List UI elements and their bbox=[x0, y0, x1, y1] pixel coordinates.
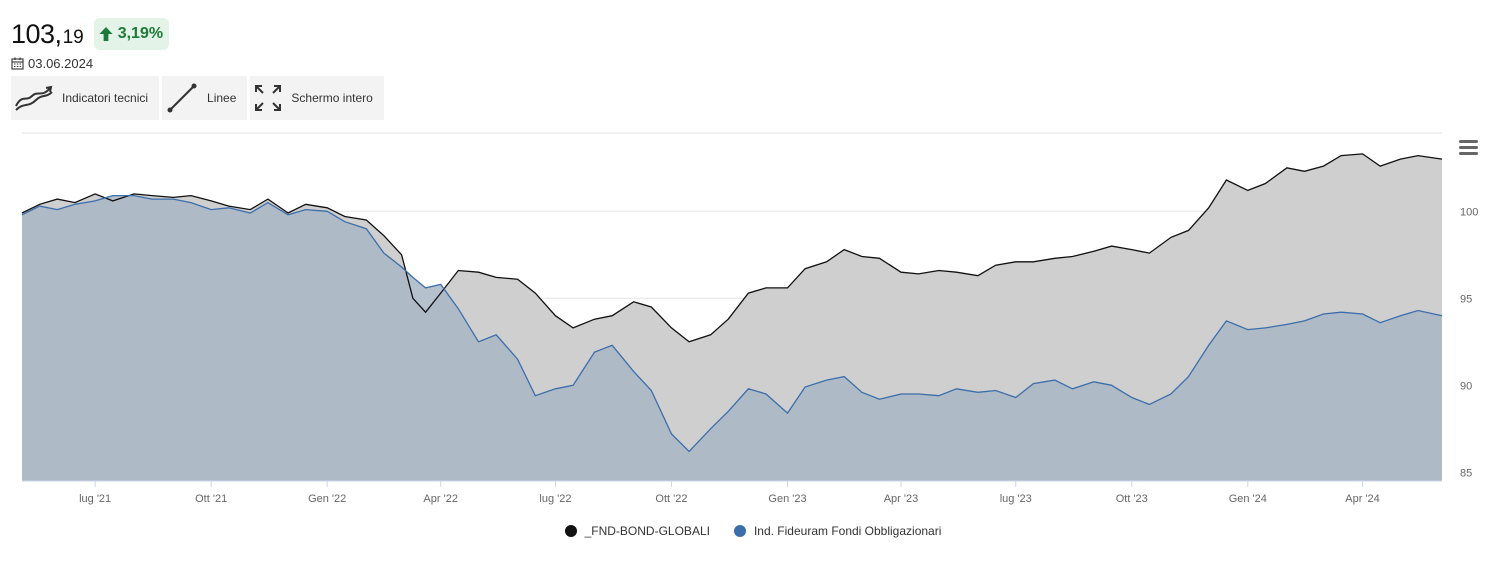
y-axis-ticks: 85 90 95 100 bbox=[1460, 206, 1478, 479]
x-axis-ticks: lug '21 Ott '21 Gen '22 Apr '22 lug '22 Ott '… bbox=[79, 481, 1380, 505]
y-tick-label: 85 bbox=[1460, 467, 1472, 479]
legend-label-series-1: _FND-BOND-GLOBALI bbox=[584, 524, 710, 538]
x-tick-label: lug '22 bbox=[539, 493, 571, 505]
x-tick-label: Apr '23 bbox=[884, 493, 919, 505]
price-header: 103, 19 3,19% 03.06.2024 bbox=[11, 16, 170, 71]
lines-button[interactable]: Linee bbox=[162, 76, 248, 120]
indicators-icon bbox=[15, 85, 53, 111]
x-tick-label: Ott '22 bbox=[655, 493, 687, 505]
fullscreen-label: Schermo intero bbox=[291, 91, 373, 105]
price-row: 103, 19 3,19% bbox=[11, 16, 170, 52]
legend-dot-series-1 bbox=[564, 525, 577, 537]
price-date: 03.06.2024 bbox=[28, 56, 94, 71]
chart-toolbar: Indicatori tecnici Linee Schermo intero bbox=[11, 76, 387, 120]
x-tick-label: Apr '22 bbox=[423, 493, 458, 505]
price-value: 103, bbox=[11, 18, 62, 49]
calendar-icon bbox=[11, 57, 24, 70]
series-2-area bbox=[22, 195, 1442, 481]
series-2-line bbox=[21, 194, 1443, 453]
y-tick-label: 100 bbox=[1460, 206, 1478, 218]
lines-label: Linee bbox=[207, 91, 237, 105]
chart-menu-icon[interactable] bbox=[1456, 136, 1482, 158]
arrow-up-icon bbox=[99, 27, 113, 41]
technical-indicators-button[interactable]: Indicatori tecnici bbox=[11, 76, 160, 120]
legend-item-series-1[interactable]: _FND-BOND-GLOBALI bbox=[564, 524, 710, 538]
fullscreen-icon bbox=[255, 85, 282, 111]
x-tick-label: Gen '24 bbox=[1229, 493, 1267, 505]
series-1-line bbox=[21, 153, 1443, 343]
x-tick-label: Ott '23 bbox=[1116, 493, 1148, 505]
technical-indicators-label: Indicatori tecnici bbox=[62, 91, 149, 105]
fullscreen-button[interactable]: Schermo intero bbox=[250, 76, 384, 120]
x-tick-label: Gen '22 bbox=[308, 493, 346, 505]
x-tick-label: lug '23 bbox=[1000, 493, 1032, 505]
price-decimals: 19 bbox=[62, 27, 84, 48]
date-row: 03.06.2024 bbox=[11, 56, 169, 71]
legend-dot-series-2 bbox=[733, 525, 746, 537]
x-tick-label: Apr '24 bbox=[1345, 493, 1380, 505]
legend-label-series-2: Ind. Fideuram Fondi Obbligazionari bbox=[753, 524, 942, 538]
x-tick-label: Gen '23 bbox=[768, 493, 806, 505]
x-tick-label: lug '21 bbox=[79, 493, 111, 505]
change-value: 3,19% bbox=[117, 25, 164, 42]
y-tick-label: 90 bbox=[1460, 380, 1472, 392]
change-badge: 3,19% bbox=[93, 18, 170, 50]
legend-item-series-2[interactable]: Ind. Fideuram Fondi Obbligazionari bbox=[733, 524, 942, 538]
chart-legend: _FND-BOND-GLOBALI Ind. Fideuram Fondi Ob… bbox=[0, 524, 1506, 538]
y-tick-label: 95 bbox=[1460, 293, 1472, 305]
x-tick-label: Ott '21 bbox=[195, 493, 227, 505]
line-tool-icon bbox=[167, 83, 197, 113]
